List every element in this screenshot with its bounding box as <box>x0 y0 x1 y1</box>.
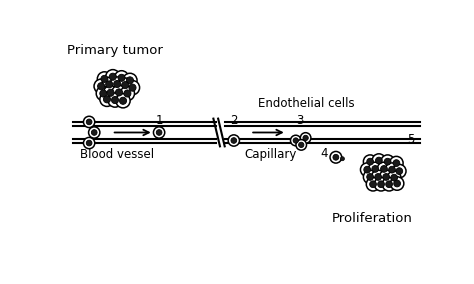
Circle shape <box>291 135 301 146</box>
Circle shape <box>381 155 394 168</box>
Circle shape <box>110 77 124 91</box>
Circle shape <box>372 154 386 167</box>
Circle shape <box>391 177 404 190</box>
Circle shape <box>83 137 95 149</box>
Circle shape <box>89 127 100 138</box>
Circle shape <box>94 79 108 93</box>
Circle shape <box>330 151 342 163</box>
Text: 1: 1 <box>155 114 163 127</box>
Circle shape <box>293 138 299 143</box>
Circle shape <box>367 158 374 165</box>
Text: 5: 5 <box>408 133 415 145</box>
Text: 4: 4 <box>320 147 328 160</box>
Circle shape <box>333 154 339 160</box>
Circle shape <box>111 97 118 104</box>
Circle shape <box>364 170 377 184</box>
Circle shape <box>383 178 396 191</box>
Circle shape <box>375 174 382 180</box>
Circle shape <box>119 97 127 104</box>
Circle shape <box>101 75 108 82</box>
Circle shape <box>366 178 380 191</box>
Circle shape <box>103 86 118 100</box>
Circle shape <box>86 140 92 146</box>
Circle shape <box>372 166 379 172</box>
Circle shape <box>379 170 393 184</box>
Circle shape <box>390 156 403 170</box>
Circle shape <box>112 85 126 99</box>
Circle shape <box>100 90 107 97</box>
Circle shape <box>364 155 377 168</box>
Circle shape <box>296 140 307 150</box>
Circle shape <box>127 77 134 84</box>
Circle shape <box>368 162 382 176</box>
Circle shape <box>123 73 137 87</box>
Circle shape <box>340 157 345 161</box>
Circle shape <box>114 80 121 87</box>
Circle shape <box>231 138 237 143</box>
Circle shape <box>387 171 401 184</box>
Circle shape <box>83 116 95 128</box>
Circle shape <box>389 166 395 173</box>
Circle shape <box>364 166 371 173</box>
Circle shape <box>378 181 384 188</box>
Circle shape <box>124 90 131 97</box>
Circle shape <box>108 93 122 107</box>
Circle shape <box>228 135 239 146</box>
Circle shape <box>107 89 114 96</box>
Text: Proliferation: Proliferation <box>332 212 413 225</box>
Circle shape <box>385 163 399 176</box>
Circle shape <box>381 166 387 172</box>
Circle shape <box>98 83 105 90</box>
Circle shape <box>116 89 123 96</box>
Circle shape <box>396 168 403 174</box>
Circle shape <box>372 170 385 184</box>
Circle shape <box>129 84 136 91</box>
Circle shape <box>120 86 135 101</box>
Circle shape <box>156 130 162 135</box>
Circle shape <box>126 81 140 95</box>
Text: Primary tumor: Primary tumor <box>67 44 163 57</box>
Circle shape <box>391 174 398 181</box>
Circle shape <box>154 127 165 138</box>
Text: 2: 2 <box>230 114 237 127</box>
Circle shape <box>91 130 97 135</box>
Circle shape <box>118 78 132 92</box>
Circle shape <box>303 135 308 141</box>
Text: Endothelial cells: Endothelial cells <box>257 97 354 110</box>
Circle shape <box>102 77 116 91</box>
Circle shape <box>97 72 111 86</box>
Text: Blood vessel: Blood vessel <box>80 148 154 161</box>
Circle shape <box>384 158 391 165</box>
Circle shape <box>383 174 390 180</box>
Circle shape <box>393 160 400 166</box>
Circle shape <box>118 74 125 82</box>
Circle shape <box>367 174 374 180</box>
Circle shape <box>116 94 130 108</box>
Circle shape <box>370 181 376 188</box>
Circle shape <box>394 180 401 187</box>
Circle shape <box>106 81 113 88</box>
Circle shape <box>374 178 388 191</box>
Circle shape <box>301 133 311 143</box>
Circle shape <box>96 86 110 101</box>
Circle shape <box>109 73 117 80</box>
Circle shape <box>86 119 92 125</box>
Circle shape <box>375 157 382 164</box>
Circle shape <box>392 164 406 178</box>
Circle shape <box>106 70 120 84</box>
Text: Capillary: Capillary <box>245 148 297 161</box>
Circle shape <box>299 142 304 148</box>
Circle shape <box>103 96 110 103</box>
Circle shape <box>377 162 391 176</box>
Circle shape <box>122 82 129 89</box>
Circle shape <box>360 163 374 176</box>
Circle shape <box>114 71 128 85</box>
Text: 3: 3 <box>296 114 303 127</box>
Circle shape <box>386 181 392 188</box>
Circle shape <box>100 92 114 106</box>
